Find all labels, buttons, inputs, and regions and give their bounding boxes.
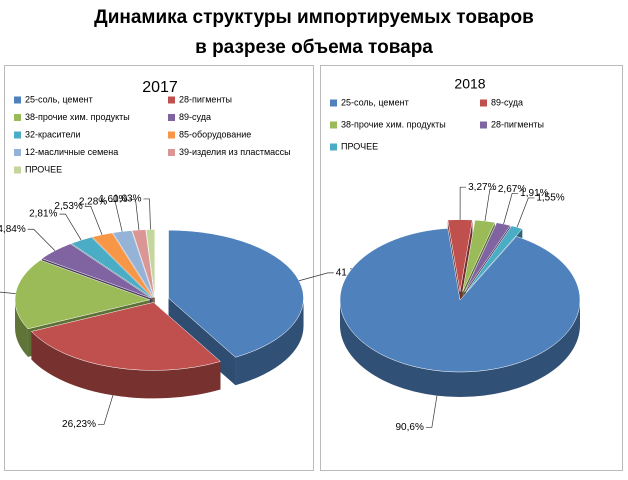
- legend-swatch: [14, 149, 21, 156]
- data-label: 4,84%: [0, 224, 26, 235]
- slice: [70, 236, 153, 299]
- data-label: 3,27%: [468, 182, 496, 193]
- legend-swatch: [14, 114, 21, 121]
- legend-swatch: [480, 99, 487, 107]
- legend-swatch: [330, 121, 337, 129]
- data-label: 2,81%: [29, 209, 57, 220]
- legend-label: 28-пигменты: [491, 119, 544, 129]
- legend-label: 38-прочие хим. продукты: [25, 112, 130, 122]
- legend-label: 25-соль, цемент: [25, 94, 93, 104]
- panel: [320, 65, 623, 471]
- leader-line: [97, 395, 114, 425]
- slice: [168, 229, 304, 358]
- data-label: 2,67%: [498, 184, 526, 195]
- legend-label: 85-оборудование: [179, 129, 251, 139]
- leader-line: [484, 188, 496, 222]
- legend-swatch: [14, 166, 21, 174]
- slice: [14, 259, 151, 330]
- leader-line: [0, 291, 16, 294]
- legend-swatch: [480, 121, 487, 129]
- legend-label: 89-суда: [491, 97, 523, 107]
- data-label: 1,60%: [99, 194, 127, 205]
- leader-line: [425, 395, 438, 428]
- leader-line: [84, 206, 103, 235]
- slice-side: [15, 299, 28, 357]
- legend-label: ПРОЧЕЕ: [25, 164, 62, 174]
- legend-swatch: [168, 149, 175, 156]
- data-label: 2,28%: [79, 196, 107, 207]
- chart-title: 2017: [142, 79, 178, 96]
- slice-side: [31, 331, 221, 399]
- legend-swatch: [330, 143, 337, 151]
- legend-swatch: [330, 99, 337, 107]
- legend-label: 28-пигменты: [179, 94, 232, 104]
- data-label: 2,53%: [54, 201, 82, 212]
- leader-line: [109, 201, 123, 232]
- slice-side: [340, 300, 580, 397]
- legend-swatch: [14, 96, 21, 104]
- legend-label: 89-суда: [179, 112, 211, 122]
- slice: [41, 243, 152, 299]
- leader-line: [516, 197, 535, 228]
- slice: [447, 219, 473, 292]
- leader-line: [27, 228, 56, 251]
- data-label: 1,03%: [113, 194, 141, 205]
- legend-label: 39-изделия из пластмассы: [179, 147, 291, 157]
- legend-label: 12-масличные семена: [25, 147, 118, 157]
- page-title: Динамика структуры импортируемых товаров: [94, 7, 534, 28]
- data-label: 1,55%: [536, 193, 564, 204]
- slice: [30, 302, 221, 371]
- legend-swatch: [14, 131, 21, 139]
- leader-line: [298, 272, 334, 282]
- legend-swatch: [168, 96, 175, 104]
- leader-line: [59, 213, 82, 241]
- page-title: в разрезе объема товара: [195, 37, 433, 58]
- slice: [339, 228, 581, 373]
- chart-title: 2018: [454, 76, 485, 92]
- legend-label: 25-соль, цемент: [341, 97, 409, 107]
- legend-swatch: [168, 131, 175, 139]
- legend-swatch: [168, 114, 175, 121]
- data-label: 90,6%: [396, 422, 424, 433]
- slice: [91, 232, 154, 298]
- leader-line: [143, 198, 151, 230]
- legend-label: ПРОЧЕЕ: [341, 141, 378, 151]
- panel: [4, 65, 314, 471]
- legend-label: 38-прочие хим. продукты: [341, 119, 446, 129]
- data-label: 26,23%: [62, 419, 96, 430]
- legend-label: 32-красители: [25, 129, 81, 139]
- leader-line: [129, 199, 140, 230]
- leader-line: [459, 186, 467, 220]
- slice: [145, 229, 156, 298]
- slice-side: [235, 298, 304, 386]
- leader-line: [503, 192, 519, 225]
- data-label: 1,91%: [520, 188, 548, 199]
